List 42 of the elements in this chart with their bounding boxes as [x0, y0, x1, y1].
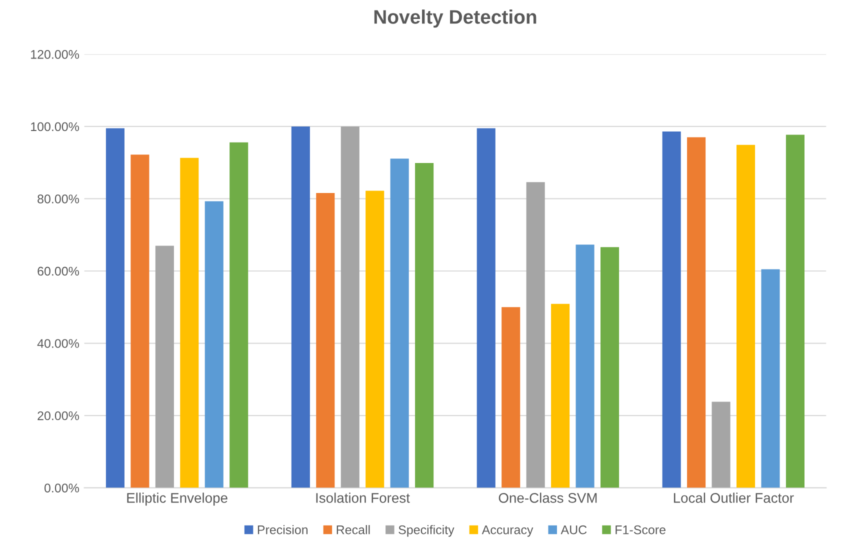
legend-label: Specificity: [398, 525, 454, 537]
x-tick-label: Isolation Forest: [316, 492, 410, 503]
bar: [366, 190, 384, 488]
bar: [551, 304, 570, 488]
bar: [712, 402, 730, 488]
bar: [662, 132, 681, 488]
y-tick-label: 80.00%: [38, 194, 79, 204]
chart-title: Novelty Detection: [374, 10, 536, 28]
x-tick-label: One-Class SVM: [498, 492, 597, 503]
bar: [687, 137, 706, 488]
bar: [230, 142, 248, 488]
y-tick-label: 40.00%: [37, 339, 79, 348]
y-tick-label: 20.00%: [38, 411, 79, 420]
bar: [390, 158, 409, 488]
y-tick-label: 0.00%: [44, 484, 79, 492]
legend-label: F1-Score: [616, 525, 666, 534]
bar: [736, 144, 756, 488]
bar: [291, 126, 310, 488]
x-tick-label: Elliptic Envelope: [127, 492, 228, 506]
legend-label: Recall: [336, 525, 370, 534]
bar: [600, 247, 620, 488]
y-tick-label: 60.00%: [38, 266, 79, 276]
bar: [340, 126, 360, 488]
legend-label: Accuracy: [482, 526, 534, 537]
bar: [526, 182, 545, 488]
x-tick-label: Local Outlier Factor: [674, 492, 794, 503]
bar: [316, 192, 335, 488]
bar: [204, 201, 224, 488]
bar: [502, 307, 520, 488]
bar: [180, 158, 199, 488]
bar: [415, 162, 434, 488]
bar: [106, 128, 124, 488]
bar: [476, 128, 496, 488]
legend-label: AUC: [560, 525, 587, 534]
bar: [786, 134, 805, 488]
bar: [130, 154, 150, 488]
bar: [155, 246, 174, 488]
bar: [761, 269, 780, 488]
legend-label: Precision: [258, 525, 308, 534]
bar: [576, 244, 594, 488]
y-tick-label: 120.00%: [31, 50, 79, 59]
y-tick-label: 100.00%: [31, 122, 79, 132]
